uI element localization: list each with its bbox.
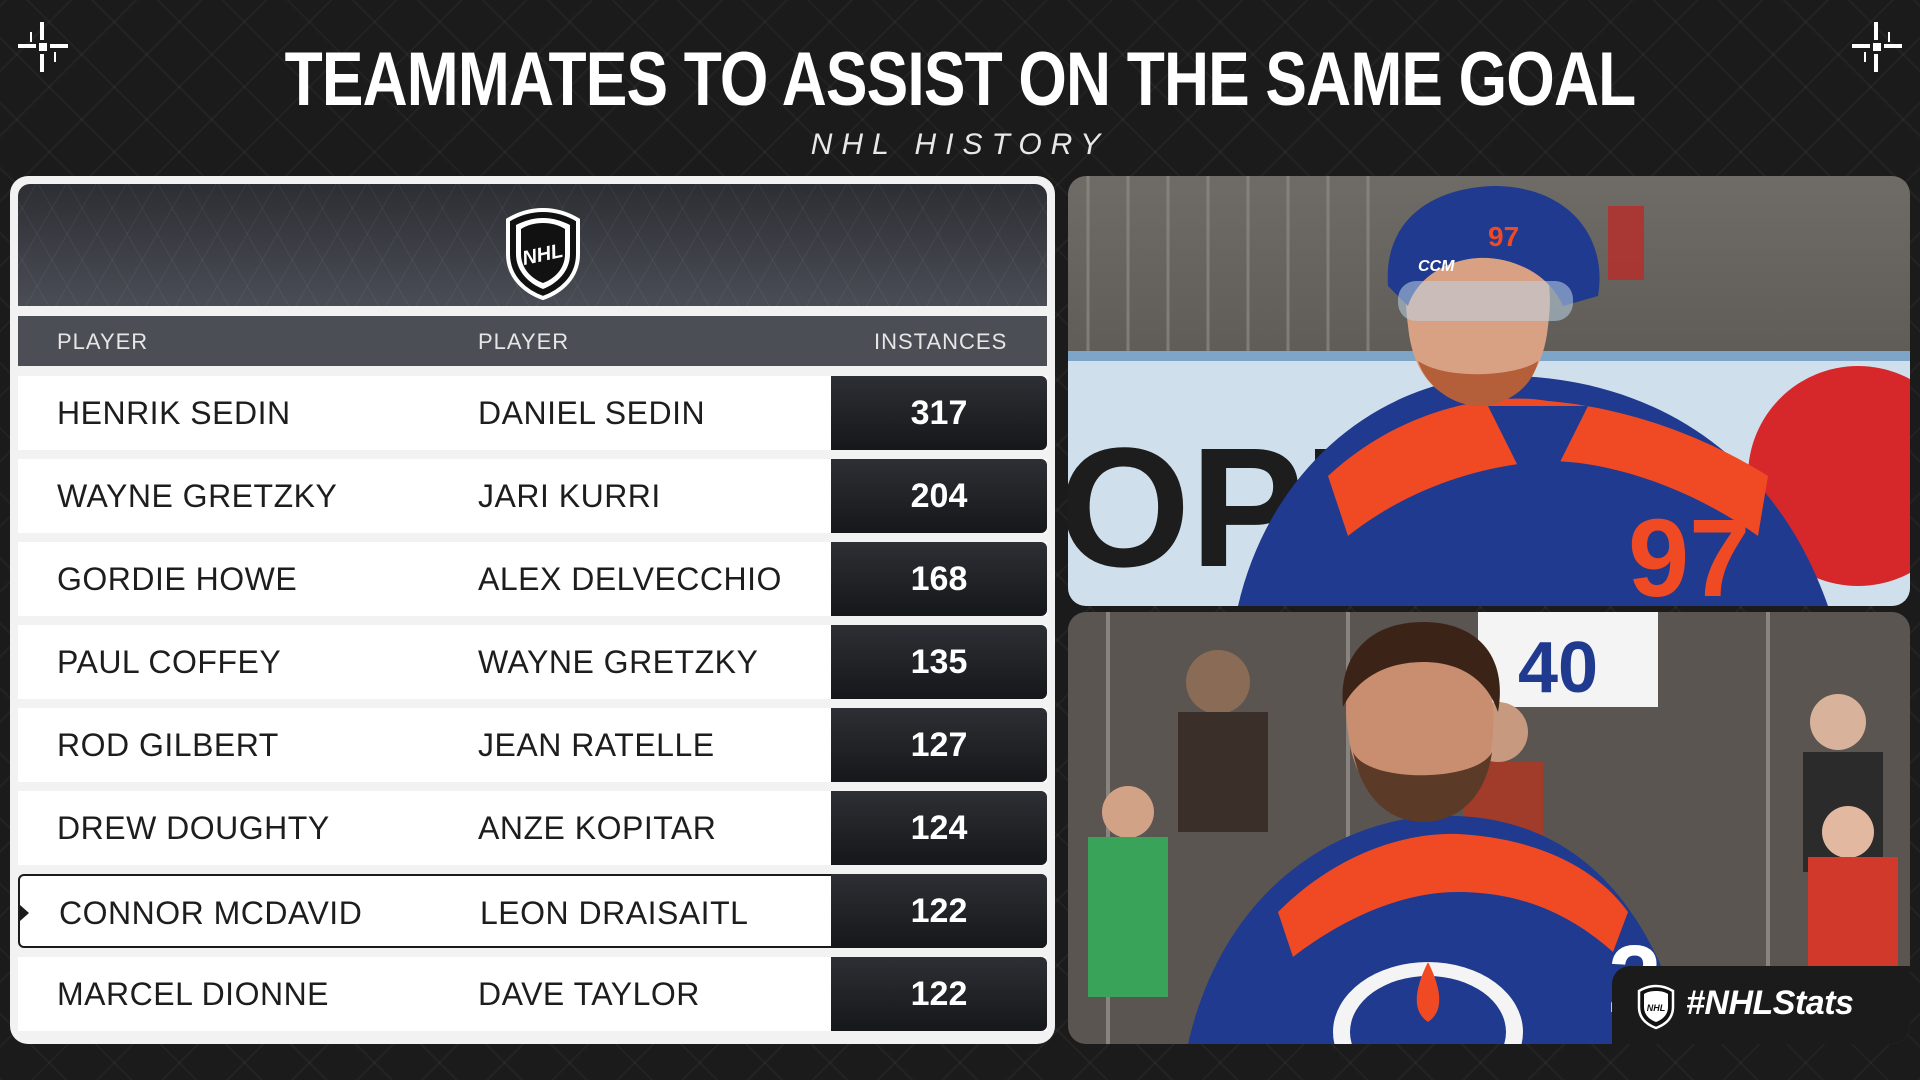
table-header-row: PLAYER PLAYER INSTANCES bbox=[18, 316, 1047, 366]
column-header-player: PLAYER bbox=[478, 329, 570, 354]
player-name: PAUL COFFEY bbox=[57, 644, 282, 680]
instances-value: 124 bbox=[831, 791, 1047, 865]
corner-ornament-icon bbox=[18, 22, 68, 72]
table-row: WAYNE GRETZKY JARI KURRI 204 bbox=[18, 459, 1047, 533]
player-name: DREW DOUGHTY bbox=[57, 810, 330, 846]
player-name: GORDIE HOWE bbox=[57, 561, 298, 597]
table-body: HENRIK SEDIN DANIEL SEDIN 317 WAYNE GRET… bbox=[18, 376, 1047, 1040]
table-row: GORDIE HOWE ALEX DELVECCHIO 168 bbox=[18, 542, 1047, 616]
player-photo-bottom: 40 2 bbox=[1068, 612, 1910, 1044]
teammate-name: DANIEL SEDIN bbox=[478, 395, 706, 431]
fan-sign-text: 40 bbox=[1518, 628, 1598, 708]
teammate-name: JARI KURRI bbox=[478, 478, 661, 514]
column-header-instances: INSTANCES bbox=[874, 329, 1008, 354]
teammate-name: WAYNE GRETZKY bbox=[478, 644, 759, 680]
header: TEAMMATES TO ASSIST ON THE SAME GOAL NHL… bbox=[0, 38, 1920, 162]
nhl-shield-logo-icon: NHL bbox=[506, 207, 580, 301]
teammate-name: JEAN RATELLE bbox=[478, 727, 715, 763]
instances-value: 127 bbox=[831, 708, 1047, 782]
player-name: CONNOR MCDAVID bbox=[59, 895, 363, 931]
page-subtitle: NHL HISTORY bbox=[810, 128, 1110, 161]
table-row: ROD GILBERT JEAN RATELLE 127 bbox=[18, 708, 1047, 782]
player-name: MARCEL DIONNE bbox=[57, 976, 330, 1012]
player-name: ROD GILBERT bbox=[57, 727, 279, 763]
player-photo-top: OPI 97 CCM 97 bbox=[1068, 176, 1910, 606]
instances-value: 168 bbox=[831, 542, 1047, 616]
corner-ornament-icon bbox=[1852, 22, 1902, 72]
nhl-stats-hashtag: #NHLStats bbox=[1686, 984, 1854, 1022]
teammate-name: LEON DRAISAITL bbox=[480, 895, 749, 931]
instances-value: 122 bbox=[831, 957, 1047, 1031]
jersey-number-top: 97 bbox=[1628, 497, 1750, 606]
column-header-player: PLAYER bbox=[57, 329, 149, 354]
instances-value: 317 bbox=[831, 376, 1047, 450]
table-row: PAUL COFFEY WAYNE GRETZKY 135 bbox=[18, 625, 1047, 699]
table-row-highlighted: CONNOR MCDAVID LEON DRAISAITL 122 bbox=[18, 874, 1047, 948]
table-row: MARCEL DIONNE DAVE TAYLOR 122 bbox=[18, 957, 1047, 1031]
instances-value: 135 bbox=[831, 625, 1047, 699]
svg-text:97: 97 bbox=[1488, 221, 1519, 252]
teammate-name: DAVE TAYLOR bbox=[478, 976, 700, 1012]
instances-value: 122 bbox=[831, 874, 1047, 948]
instances-value: 204 bbox=[831, 459, 1047, 533]
highlight-marker-icon bbox=[20, 905, 29, 921]
player-name: HENRIK SEDIN bbox=[57, 395, 291, 431]
table-row: DREW DOUGHTY ANZE KOPITAR 124 bbox=[18, 791, 1047, 865]
nhl-stats-badge: NHL #NHLStats bbox=[1612, 966, 1910, 1044]
stats-table: NHL PLAYER PLAYER INSTANCES HENRIK SEDIN… bbox=[10, 176, 1055, 1044]
teammate-name: ANZE KOPITAR bbox=[478, 810, 717, 846]
svg-text:CCM: CCM bbox=[1418, 258, 1455, 275]
page-title: TEAMMATES TO ASSIST ON THE SAME GOAL bbox=[284, 37, 1637, 122]
table-row: HENRIK SEDIN DANIEL SEDIN 317 bbox=[18, 376, 1047, 450]
table-logo-band: NHL bbox=[18, 184, 1047, 306]
nhl-shield-logo-icon: NHL bbox=[1637, 984, 1675, 1030]
teammate-name: ALEX DELVECCHIO bbox=[478, 561, 782, 597]
player-name: WAYNE GRETZKY bbox=[57, 478, 338, 514]
svg-text:NHL: NHL bbox=[1647, 1003, 1666, 1013]
